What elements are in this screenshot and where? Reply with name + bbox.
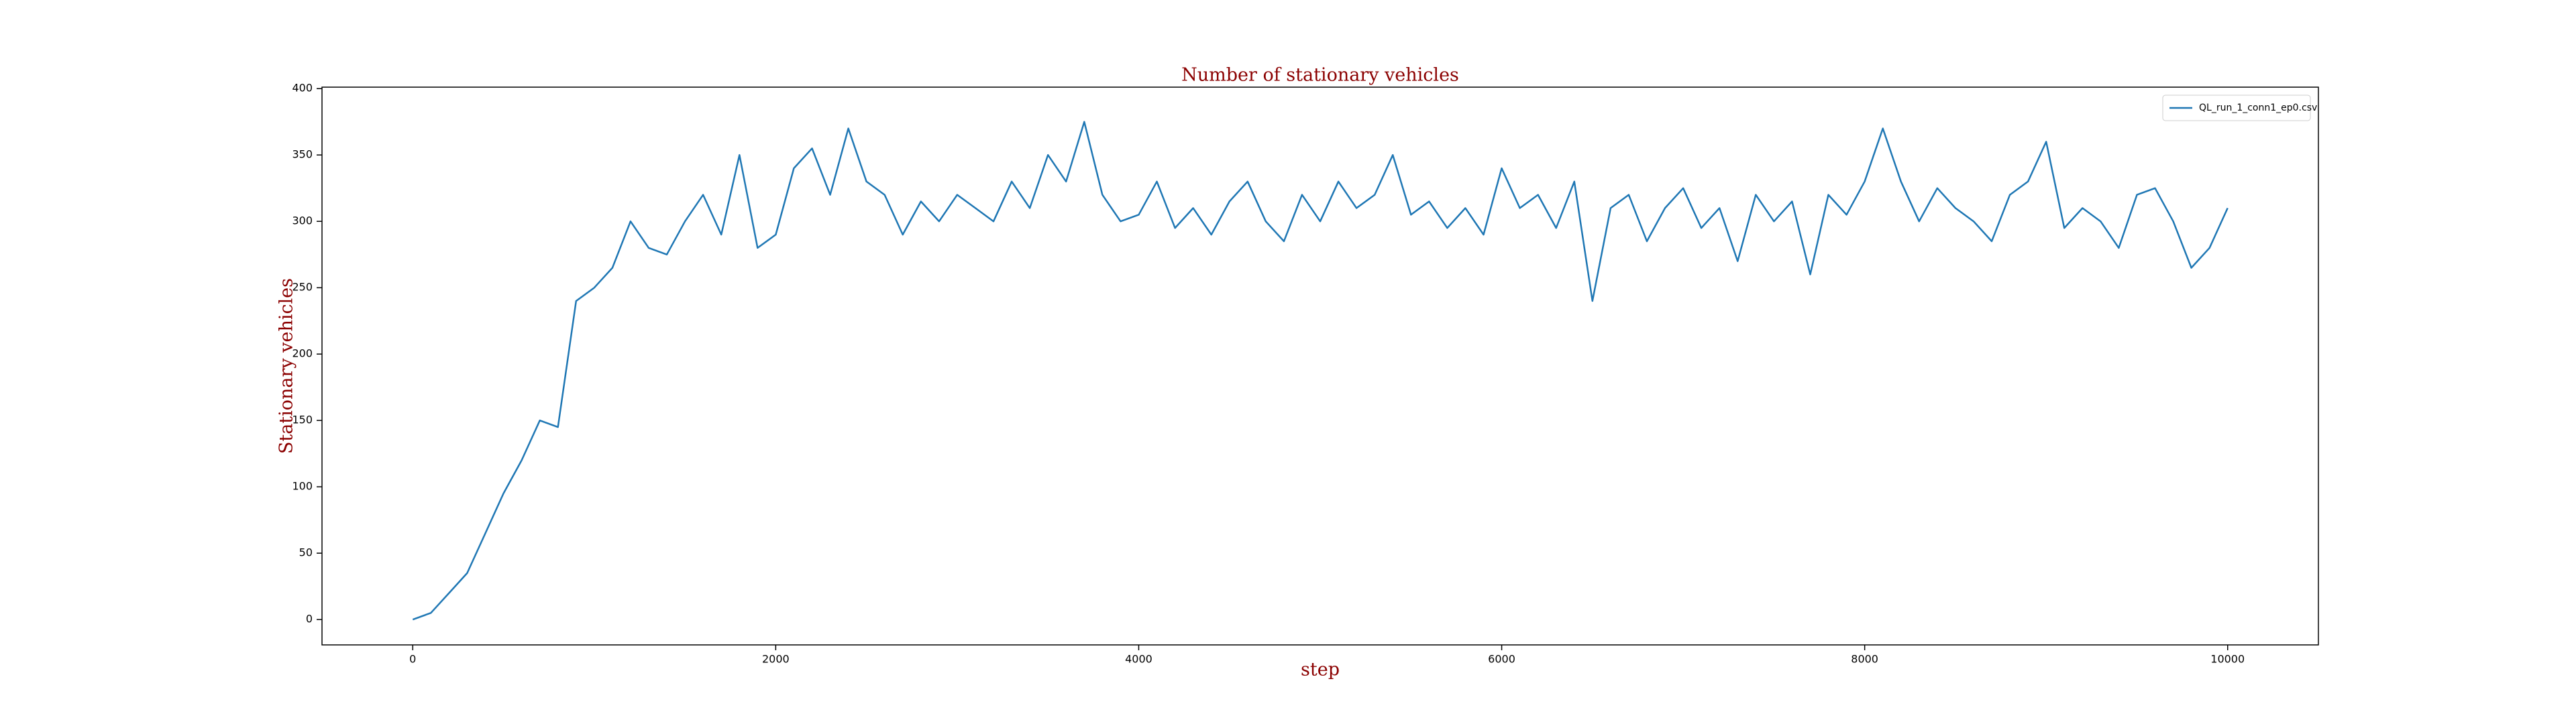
plot-frame (321, 86, 2319, 646)
x-tick-label: 4000 (1125, 653, 1152, 666)
chart-title: Number of stationary vehicles (1181, 65, 1459, 86)
y-tick-label: 200 (292, 347, 313, 360)
y-tick-label: 250 (292, 281, 313, 294)
x-tick-label: 8000 (1851, 653, 1878, 666)
data-line (412, 121, 2229, 621)
y-tick-label: 100 (292, 480, 313, 493)
y-axis-label: Stationary vehicles (276, 278, 297, 454)
x-tick-label: 0 (409, 653, 416, 666)
y-tick-label: 350 (292, 148, 313, 161)
x-tick-label: 10000 (2210, 653, 2245, 666)
y-tick-label: 400 (292, 82, 313, 95)
legend: QL_run_1_conn1_ep0.csv (2162, 95, 2317, 121)
legend-box (2162, 95, 2311, 121)
x-tick-label: 2000 (762, 653, 790, 666)
x-tick-label: 6000 (1488, 653, 1515, 666)
y-tick-label: 150 (292, 414, 313, 426)
y-tick-label: 50 (299, 546, 313, 559)
x-axis-label: step (1301, 660, 1340, 680)
y-tick-label: 0 (306, 613, 313, 625)
y-tick-label: 300 (292, 215, 313, 227)
legend-label: QL_run_1_conn1_ep0.csv (2199, 103, 2317, 113)
